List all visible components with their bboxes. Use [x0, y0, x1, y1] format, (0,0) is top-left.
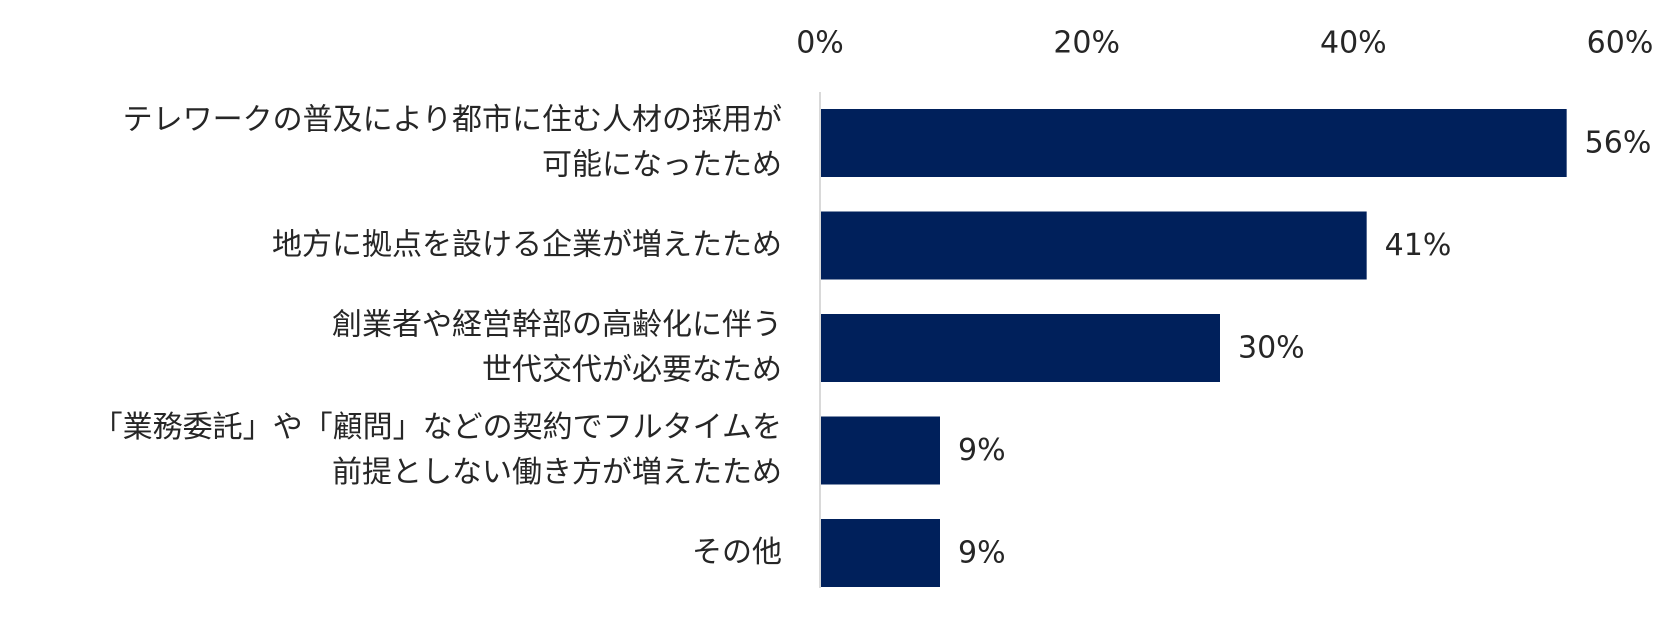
data-label: 41%	[1385, 228, 1452, 263]
x-tick-label: 20%	[1053, 26, 1120, 61]
bar	[821, 211, 1367, 280]
category-label-line: 前提としない働き方が増えたため	[332, 455, 782, 490]
data-label: 9%	[958, 536, 1006, 571]
category-label-line: 創業者や経営幹部の高齢化に伴う	[332, 307, 782, 342]
x-tick-label: 40%	[1320, 26, 1387, 61]
data-label: 9%	[958, 433, 1006, 468]
bar	[821, 519, 940, 587]
category-label: その他	[692, 535, 782, 570]
category-label: 「業務委託」や「顧問」などの契約でフルタイムを前提としない働き方が増えたため	[93, 410, 782, 490]
category-label-line: 「業務委託」や「顧問」などの契約でフルタイムを	[93, 410, 782, 445]
data-label: 56%	[1585, 126, 1652, 161]
bar	[821, 416, 940, 485]
bar	[821, 314, 1220, 382]
category-label-line: 世代交代が必要なため	[482, 352, 782, 387]
x-tick-label: 60%	[1587, 26, 1654, 61]
category-label-line: その他	[692, 535, 782, 570]
category-label: 地方に拠点を設ける企業が増えたため	[272, 227, 782, 262]
x-tick-label: 0%	[796, 26, 844, 61]
category-label: 創業者や経営幹部の高齢化に伴う世代交代が必要なため	[332, 307, 782, 387]
category-label-line: テレワークの普及により都市に住む人材の採用が	[123, 102, 782, 137]
category-label-line: 可能になったため	[542, 147, 782, 182]
category-labels: テレワークの普及により都市に住む人材の採用が可能になったため地方に拠点を設ける企…	[93, 102, 782, 570]
data-label: 30%	[1238, 331, 1305, 366]
data-labels: 56% 41% 30% 9% 9%	[958, 126, 1651, 571]
category-label-line: 地方に拠点を設ける企業が増えたため	[272, 227, 782, 262]
bar	[821, 109, 1567, 177]
category-label: テレワークの普及により都市に住む人材の採用が可能になったため	[123, 102, 782, 182]
bars	[821, 109, 1567, 587]
x-axis-ticks: 0% 20% 40% 60%	[796, 26, 1653, 61]
